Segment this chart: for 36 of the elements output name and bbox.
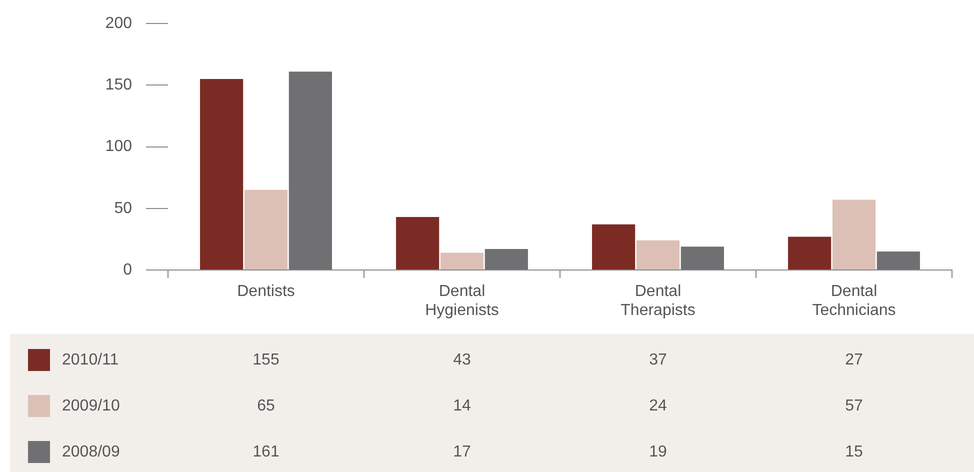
data-label: 15	[845, 443, 863, 460]
x-tick-label: Dental Therapists	[620, 283, 696, 320]
bar	[440, 252, 484, 270]
y-tick-label: 50	[114, 200, 132, 217]
data-label: 65	[257, 397, 275, 414]
x-tick-label: Dental Hygienists	[425, 283, 499, 320]
bar	[396, 217, 440, 270]
bar	[680, 246, 724, 270]
bar	[788, 236, 832, 270]
y-tick-label: 150	[105, 76, 132, 94]
data-label: 161	[252, 443, 280, 460]
bar	[636, 240, 680, 270]
x-tick-label: Dentists	[237, 283, 295, 300]
bar	[832, 200, 876, 270]
data-label: 37	[649, 351, 667, 368]
data-label: 27	[845, 351, 863, 368]
y-tick-label: 0	[123, 261, 132, 278]
data-label: 24	[649, 397, 667, 414]
bar	[876, 252, 920, 270]
legend-label: 2010/11	[62, 351, 119, 368]
legend-label: 2008/09	[62, 443, 120, 460]
data-label: 14	[453, 397, 471, 414]
data-label: 17	[453, 443, 471, 460]
x-tick-label: Dental Technicians	[812, 283, 896, 320]
bar	[484, 249, 528, 270]
bar	[200, 79, 244, 270]
bar	[288, 72, 332, 270]
data-label: 19	[649, 443, 667, 460]
bar	[592, 224, 636, 270]
legend-label: 2009/10	[62, 397, 120, 414]
bar	[244, 190, 288, 270]
data-label: 155	[252, 351, 280, 368]
y-tick-label: 200	[105, 15, 132, 32]
data-label: 43	[453, 351, 471, 368]
y-tick-label: 100	[105, 138, 132, 156]
data-label: 57	[845, 397, 863, 414]
